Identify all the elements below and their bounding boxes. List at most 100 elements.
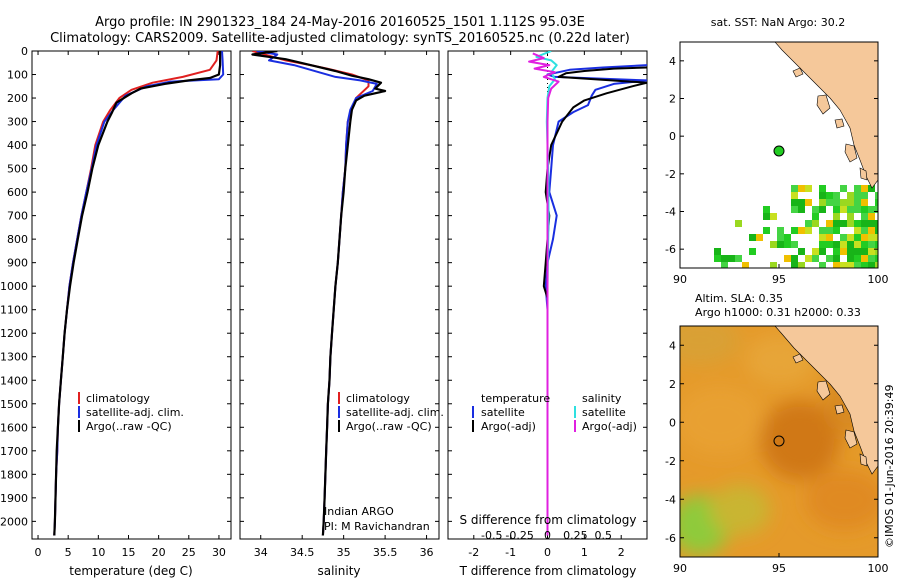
sst-pixel [798, 262, 805, 268]
sst-pixel [791, 206, 798, 213]
sst-pixel [819, 185, 826, 192]
legend-temperature-heading: temperature [481, 392, 550, 405]
depth-tick-label: 100 [7, 69, 28, 82]
sst-pixel [805, 220, 812, 227]
legend-climatology-label: climatology [86, 392, 150, 405]
sst-pixel [847, 192, 854, 199]
depth-tick-label: 1700 [0, 445, 28, 458]
sst-pixel [714, 248, 721, 255]
sst-pixel [791, 185, 798, 192]
sst-pixel [840, 248, 847, 255]
sst-pixel [784, 234, 791, 241]
sst-pixel [854, 206, 861, 213]
series-line-temperature-argo-adj- [542, 66, 647, 536]
x-tick-label: -1 [505, 546, 516, 559]
depth-tick-label: 1800 [0, 468, 28, 481]
sst-pixel [805, 255, 812, 262]
map-x-tick-label: 100 [868, 562, 889, 575]
x-tick-label: 36 [420, 546, 434, 559]
sst-pixel [847, 248, 854, 255]
sst-pixel [777, 227, 784, 234]
s-tick-label: 0.5 [594, 529, 612, 542]
sst-pixel [798, 227, 805, 234]
sst-pixel [854, 255, 861, 262]
s-tick-label: -0.5 [481, 529, 502, 542]
map-y-tick-label: -6 [665, 532, 676, 545]
island-nias [816, 94, 831, 115]
sst-pixel [868, 185, 875, 192]
legend-t-satellite-label: satellite [481, 406, 525, 419]
map-x-tick-label: 90 [673, 273, 687, 286]
depth-tick-label: 900 [7, 257, 28, 270]
sst-pixel [819, 234, 826, 241]
sst-pixel [826, 220, 833, 227]
island-batu [834, 404, 845, 415]
sst-pixel [875, 227, 878, 234]
sst-pixel [868, 220, 875, 227]
sst-pixel [861, 206, 868, 213]
depth-tick-label: 1200 [0, 327, 28, 340]
legend-argo-label: Argo(..raw -QC) [86, 420, 172, 433]
sst-pixel [826, 241, 833, 248]
sst-pixel [833, 262, 840, 268]
sst-pixel [826, 234, 833, 241]
sst-pixel [819, 227, 826, 234]
sst-pixel [763, 213, 770, 220]
island-simeulue [792, 353, 804, 364]
sst-pixel [798, 199, 805, 206]
sst-pixel [735, 220, 742, 227]
sst-pixel [798, 206, 805, 213]
sst-pixel [721, 255, 728, 262]
sst-pixel [798, 248, 805, 255]
sst-pixel [854, 185, 861, 192]
temperature-xlabel: temperature (deg C) [69, 564, 192, 578]
sst-pixel [875, 234, 878, 241]
x-tick-label: 2 [618, 546, 625, 559]
map-x-tick-label: 90 [673, 562, 687, 575]
legend-s-satellite-label: satellite [582, 406, 626, 419]
sst-pixel [868, 213, 875, 220]
depth-tick-label: 1900 [0, 492, 28, 505]
sst-pixel [819, 241, 826, 248]
sst-pixel [854, 248, 861, 255]
sst-pixel [875, 192, 878, 199]
depth-tick-label: 400 [7, 139, 28, 152]
x-tick-label: 34.5 [290, 546, 315, 559]
sla-map-panel: Altim. SLA: 0.35 Argo h1000: 0.31 h2000:… [665, 292, 889, 575]
sst-pixel [854, 262, 861, 268]
sst-pixel [819, 262, 826, 268]
map-y-tick-label: -6 [665, 243, 676, 256]
sst-pixel [861, 227, 868, 234]
figure-title-line2: Climatology: CARS2009. Satellite-adjuste… [50, 31, 630, 46]
series-line-argo-raw-qc- [53, 51, 222, 536]
sumatra-land [774, 326, 878, 475]
s-tick-label: 0.25 [563, 529, 588, 542]
depth-tick-label: 700 [7, 210, 28, 223]
sst-pixel [812, 206, 819, 213]
sst-pixel [875, 255, 878, 262]
depth-tick-label: 1500 [0, 398, 28, 411]
sst-pixel [833, 199, 840, 206]
sst-pixel [854, 241, 861, 248]
s-difference-label: S difference from climatology [460, 513, 637, 527]
island-pagai [859, 453, 868, 467]
sst-pixel [784, 255, 791, 262]
sst-pixel [735, 255, 742, 262]
depth-tick-label: 2000 [0, 515, 28, 528]
difference-panel: -2 -1 0 1 2 -0.5 -0.25 0 0.25 0.5 S difference f… [447, 50, 648, 578]
legend-climatology-label: climatology [346, 392, 410, 405]
series-line-satellite-adj-clim- [256, 51, 378, 536]
temperature-panel: 0100200300400500600700800900100011001200… [0, 45, 232, 578]
sst-pixel [868, 234, 875, 241]
depth-tick-label: 200 [7, 92, 28, 105]
sst-pixel [728, 255, 735, 262]
x-tick-label: 25 [182, 546, 196, 559]
sst-pixel [861, 185, 868, 192]
credit-line2: PI: M Ravichandran [324, 520, 430, 533]
sst-pixel [854, 199, 861, 206]
sst-pixel [875, 206, 878, 213]
legend-salinity-heading: salinity [582, 392, 622, 405]
sst-pixel [791, 255, 798, 262]
map-x-tick-label: 95 [772, 273, 786, 286]
x-tick-label: 10 [91, 546, 105, 559]
